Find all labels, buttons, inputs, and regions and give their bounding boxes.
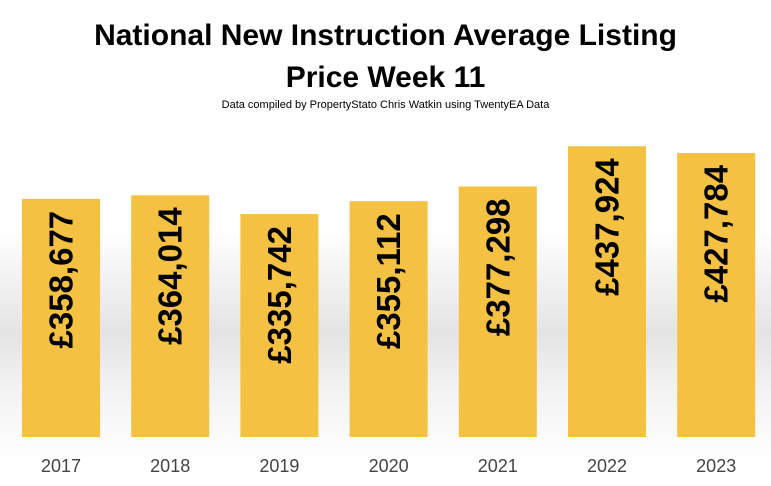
chart-title-line-1: National New Instruction Average Listing bbox=[94, 19, 677, 52]
bar-2018 bbox=[131, 195, 210, 437]
data-label-2022: £437,924 bbox=[589, 158, 626, 296]
x-tick-label-2019: 2019 bbox=[259, 456, 299, 476]
bar-2020 bbox=[349, 201, 428, 437]
data-label-2019: £335,742 bbox=[261, 226, 298, 364]
x-tick-label-2018: 2018 bbox=[150, 456, 190, 476]
x-tick-label-2021: 2021 bbox=[478, 456, 518, 476]
chart-subtitle: Data compiled by PropertyStato Chris Wat… bbox=[221, 99, 550, 111]
data-label-2017: £358,677 bbox=[43, 211, 80, 349]
bar-2023 bbox=[677, 152, 756, 438]
data-label-2021: £377,298 bbox=[479, 198, 516, 336]
bar-2022 bbox=[568, 146, 646, 438]
data-label-2020: £355,112 bbox=[370, 213, 407, 349]
bar-2019 bbox=[240, 214, 319, 437]
bar-2017 bbox=[22, 198, 100, 437]
x-tick-label-2023: 2023 bbox=[696, 456, 736, 476]
bar-2021 bbox=[458, 186, 537, 437]
x-tick-label-2022: 2022 bbox=[587, 456, 627, 476]
x-tick-label-2017: 2017 bbox=[41, 456, 81, 476]
data-label-2018: £364,014 bbox=[152, 207, 189, 345]
x-tick-label-2020: 2020 bbox=[369, 456, 409, 476]
chart-title-line-2: Price Week 11 bbox=[285, 61, 486, 94]
data-label-2023: £427,784 bbox=[698, 164, 735, 302]
